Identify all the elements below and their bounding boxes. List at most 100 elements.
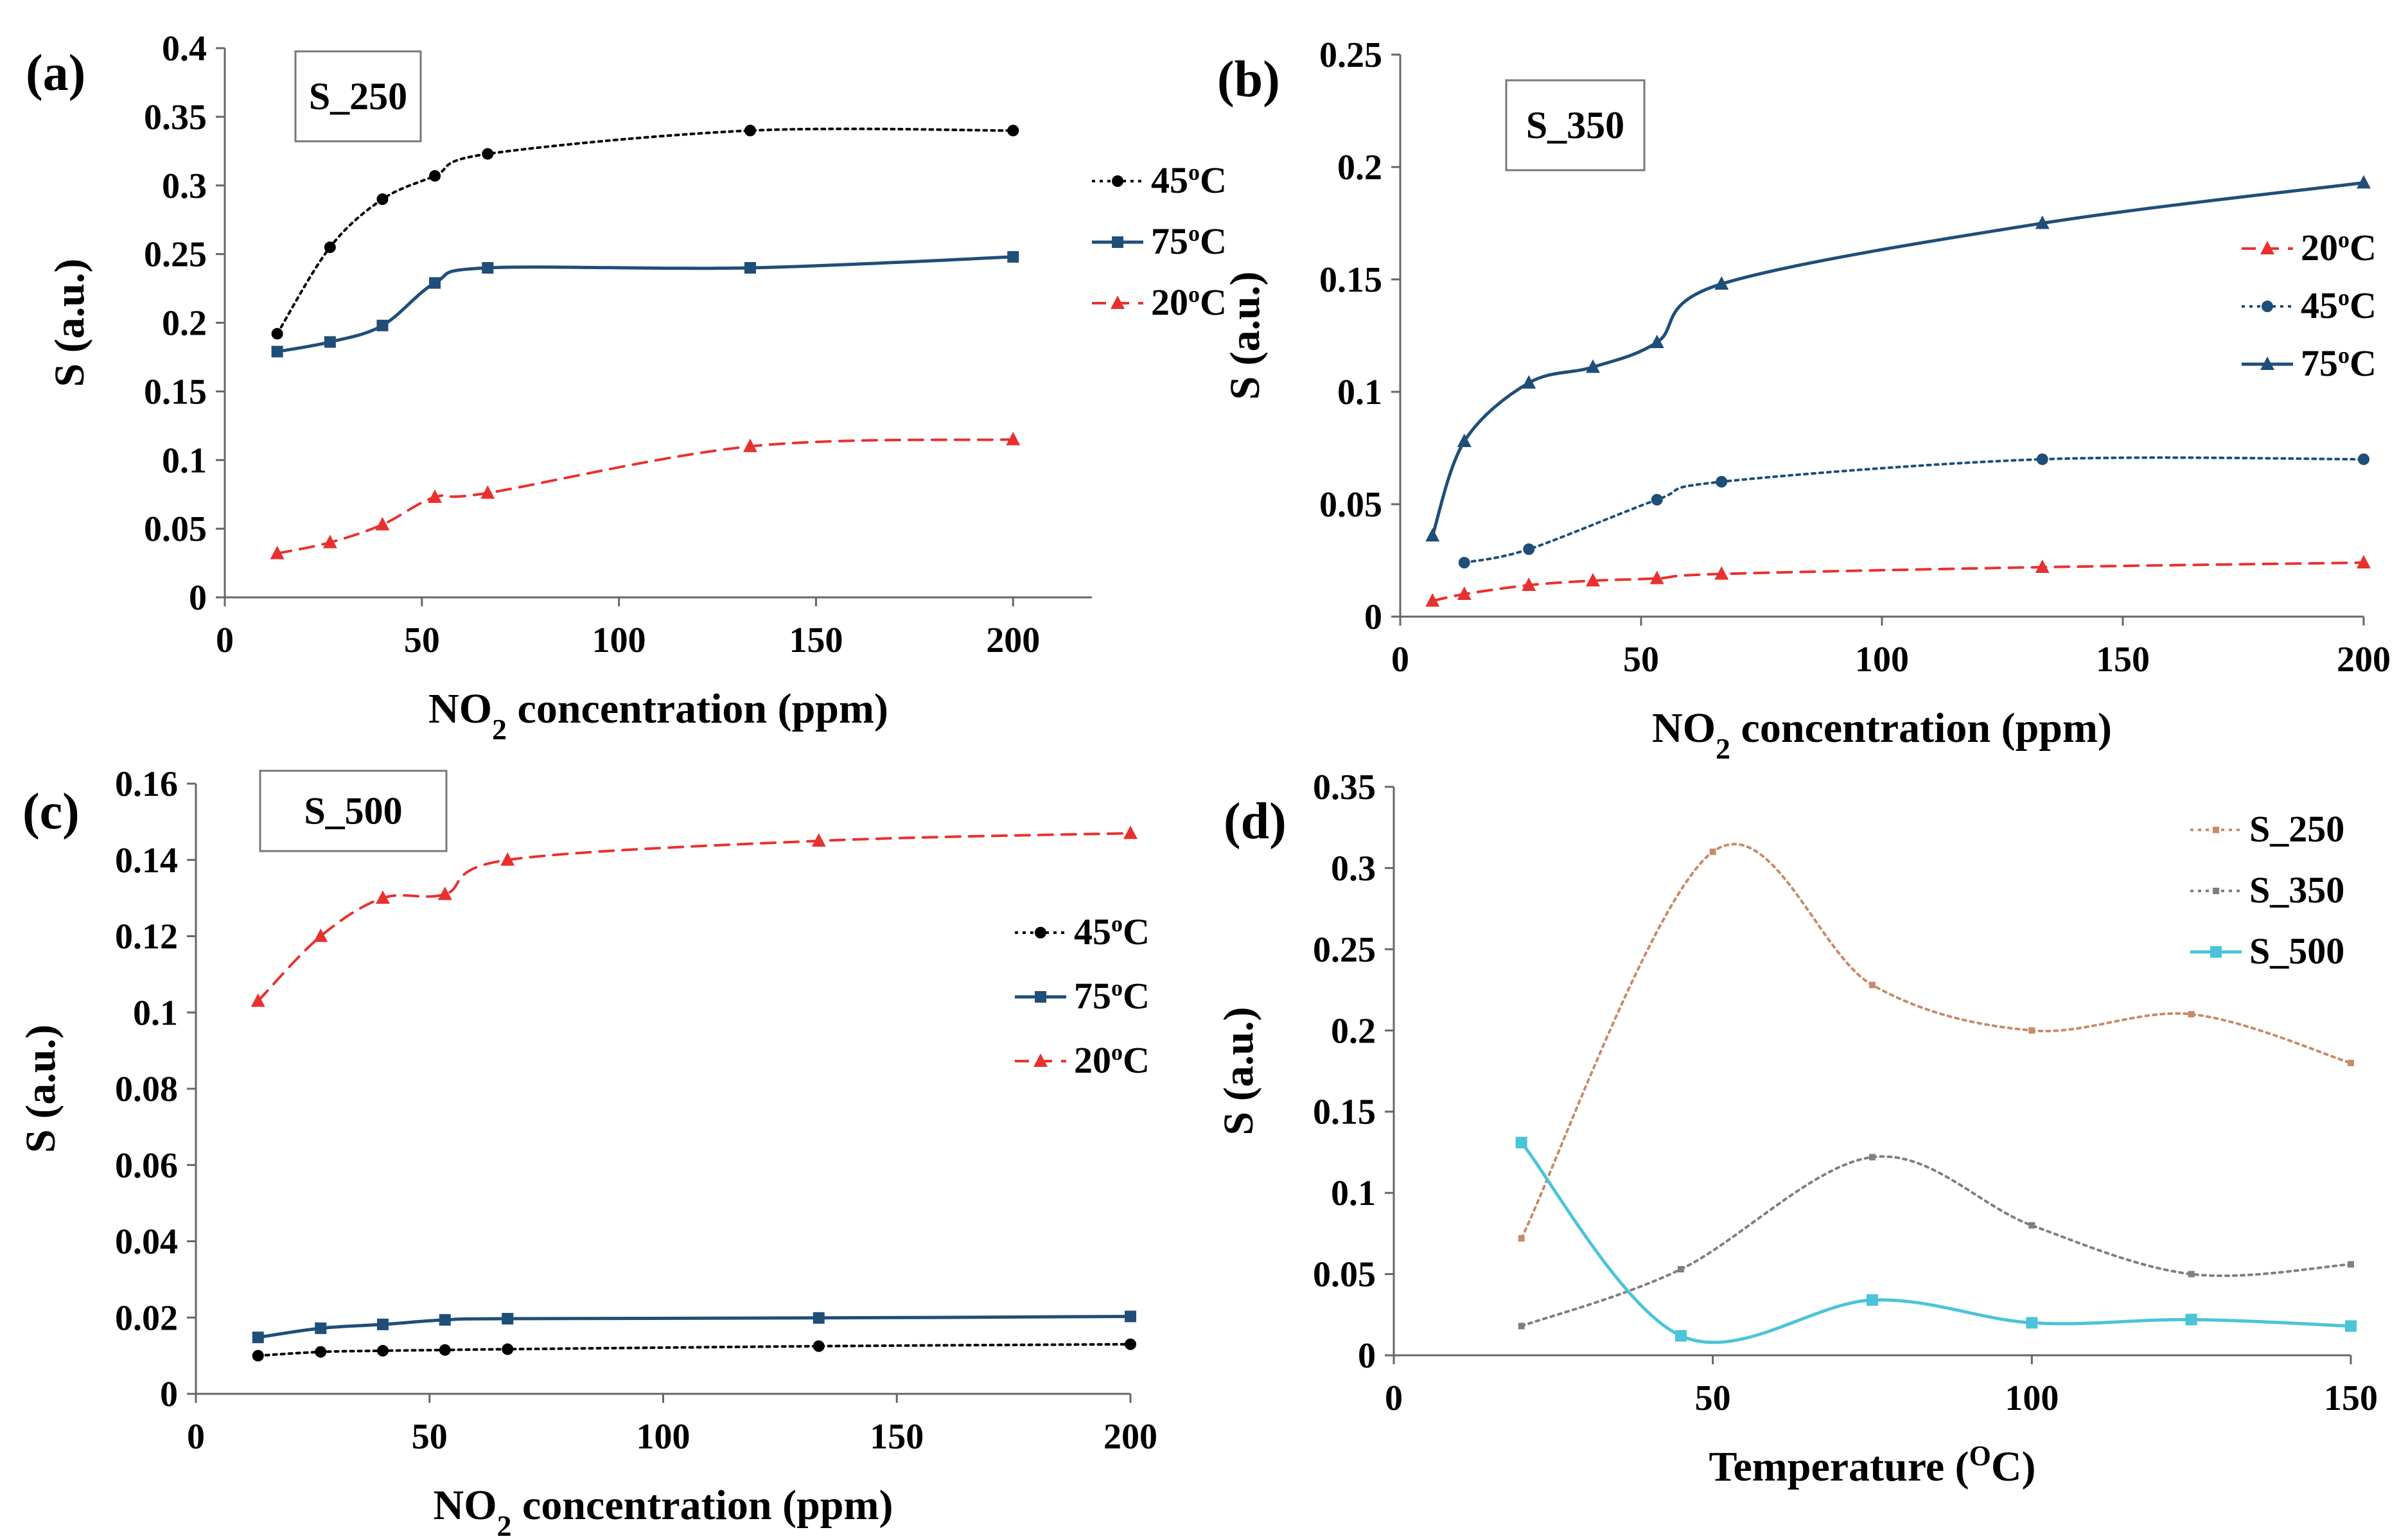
y-tick-label: 0.08 <box>115 1069 178 1109</box>
data-point <box>324 241 336 253</box>
data-point <box>271 328 283 340</box>
legend-unit: C <box>1200 281 1227 323</box>
y-tick-label: 0.3 <box>1331 849 1376 888</box>
legend-marker <box>1033 1053 1048 1067</box>
legend-label: 45oC <box>1074 911 1150 953</box>
x-tick-label: 50 <box>1695 1378 1731 1418</box>
data-point <box>1869 981 1876 989</box>
legend-label-value: S_350 <box>2249 869 2344 911</box>
data-point <box>437 886 452 901</box>
data-point <box>2357 175 2371 189</box>
legend-degree: o <box>2338 342 2350 368</box>
sample-label-box <box>1505 79 1646 171</box>
legend-degree: o <box>1188 159 1200 185</box>
series-line <box>276 127 1015 335</box>
x-tick-label: 100 <box>1855 640 1909 680</box>
data-point <box>313 928 328 942</box>
sample-label: S_500 <box>304 790 402 832</box>
y-tick-label: 0.15 <box>1313 1093 1376 1132</box>
x-tick-label: 150 <box>2096 640 2150 680</box>
legend-label: S_500 <box>2249 930 2344 972</box>
legend-unit: C <box>1123 1039 1150 1081</box>
legend-unit: C <box>2350 342 2377 384</box>
data-point <box>1867 1294 1878 1306</box>
data-point <box>813 1340 825 1352</box>
data-point <box>2035 215 2050 229</box>
series-20: 20oC <box>270 281 1227 559</box>
data-point <box>1523 543 1535 555</box>
data-point <box>502 1343 514 1355</box>
y-tick-label: 0.06 <box>115 1146 178 1186</box>
data-point <box>480 485 495 499</box>
data-point <box>1457 586 1472 600</box>
y-tick-label: 0.25 <box>144 235 207 275</box>
data-point <box>1518 1323 1525 1330</box>
y-tick-label: 0.4 <box>162 29 207 69</box>
y-tick-label: 0.35 <box>144 98 207 137</box>
legend-marker <box>2213 888 2219 894</box>
y-axis-title: S (a.u.) <box>1222 272 1269 400</box>
x-axis-title-main: NO <box>1652 705 1716 752</box>
series-S_350: S_350 <box>1518 869 2354 1330</box>
x-axis-title-sub: 2 <box>1716 732 1730 765</box>
series-line <box>256 1342 1132 1357</box>
data-point <box>1457 434 1472 447</box>
legend-marker <box>2213 827 2219 833</box>
data-point <box>2185 1314 2197 1326</box>
legend-label: 20oC <box>1151 281 1227 323</box>
data-point <box>271 346 283 358</box>
legend-unit: C <box>1123 911 1150 953</box>
data-point <box>744 262 756 274</box>
y-tick-label: 0.25 <box>1319 35 1382 75</box>
data-point <box>324 336 336 348</box>
data-point <box>1649 570 1664 585</box>
y-tick-label: 0.02 <box>115 1298 178 1338</box>
data-point <box>1123 825 1138 840</box>
panel-label: (a) <box>26 45 85 101</box>
legend-marker <box>2262 301 2273 312</box>
data-point <box>1522 375 1536 389</box>
y-tick-label: 0.2 <box>1337 148 1382 188</box>
legend-marker <box>1112 236 1123 248</box>
data-point <box>429 170 441 182</box>
data-point <box>1515 1136 1527 1148</box>
data-point <box>1007 251 1019 263</box>
legend-label-value: 20 <box>1151 281 1188 323</box>
data-point <box>2345 1320 2357 1332</box>
data-point <box>2358 453 2369 465</box>
series-45: 45oC <box>252 911 1150 1362</box>
legend-label-value: S_250 <box>2249 808 2344 850</box>
series-line <box>1520 843 2352 1240</box>
y-tick-label: 0.05 <box>1319 485 1382 525</box>
data-point <box>1522 577 1536 591</box>
data-point <box>1586 359 1600 373</box>
x-tick-label: 0 <box>1385 1378 1403 1418</box>
data-point <box>250 993 265 1007</box>
legend-degree: o <box>1111 911 1123 937</box>
y-tick-label: 0 <box>1364 597 1382 637</box>
y-tick-label: 0.05 <box>144 509 207 549</box>
series-20: 20oC <box>250 825 1150 1081</box>
chart-panel-3: (d) 0 0.05 0.1 0.15 0.2 0.25 0.3 0.35 0 50 100 150 S … <box>1215 768 2378 1490</box>
x-axis-title: NO2 concentration (ppm) <box>1652 705 2112 765</box>
x-axis-title-rest: concentration (ppm) <box>507 685 888 732</box>
legend-label-value: 45 <box>2301 285 2338 326</box>
data-point <box>315 1346 327 1358</box>
legend-unit: C <box>1200 159 1227 201</box>
legend-label: 20oC <box>2301 227 2377 268</box>
series-line <box>276 438 1015 555</box>
panel-label: (c) <box>22 784 80 840</box>
data-point <box>500 852 515 866</box>
legend-unit: C <box>2350 227 2377 268</box>
x-axis-title-sub: 2 <box>497 1509 512 1539</box>
series-line <box>1463 456 2365 564</box>
x-tick-label: 50 <box>1623 640 1659 680</box>
data-point <box>1678 1265 1684 1272</box>
data-point <box>813 1312 825 1324</box>
legend-marker <box>2210 946 2222 958</box>
legend-label: S_250 <box>2249 808 2344 850</box>
data-point <box>2026 1317 2038 1329</box>
legend-marker <box>1035 991 1046 1003</box>
x-axis-title-main: NO <box>434 1482 497 1529</box>
